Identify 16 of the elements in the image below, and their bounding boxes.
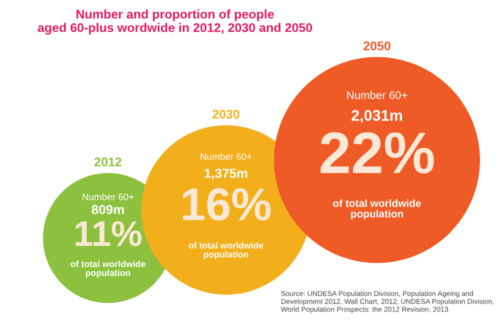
text: Number 60+ xyxy=(200,153,252,160)
category-label: 2012 xyxy=(94,157,122,166)
data-label: 2,031m xyxy=(352,110,402,124)
text: of total worldwide population xyxy=(188,242,264,260)
category-label: 2030 xyxy=(212,110,240,119)
text: Number 60+ xyxy=(347,90,408,100)
text: Number and proportion of people aged 60-plus wordwide in 2012, 2030 and 2050 xyxy=(38,9,312,35)
data-label: 809m xyxy=(92,204,124,214)
text: of total worldwide population xyxy=(333,199,421,220)
data-label: 1,375m xyxy=(204,168,248,180)
series-label: Number 60+ xyxy=(82,193,134,200)
data-label: 16% xyxy=(183,188,271,221)
data-label: 11% xyxy=(76,221,142,246)
text: of total worldwide population xyxy=(70,260,146,278)
category-label: 2050 xyxy=(364,42,390,50)
data-label: 22% xyxy=(320,132,434,174)
